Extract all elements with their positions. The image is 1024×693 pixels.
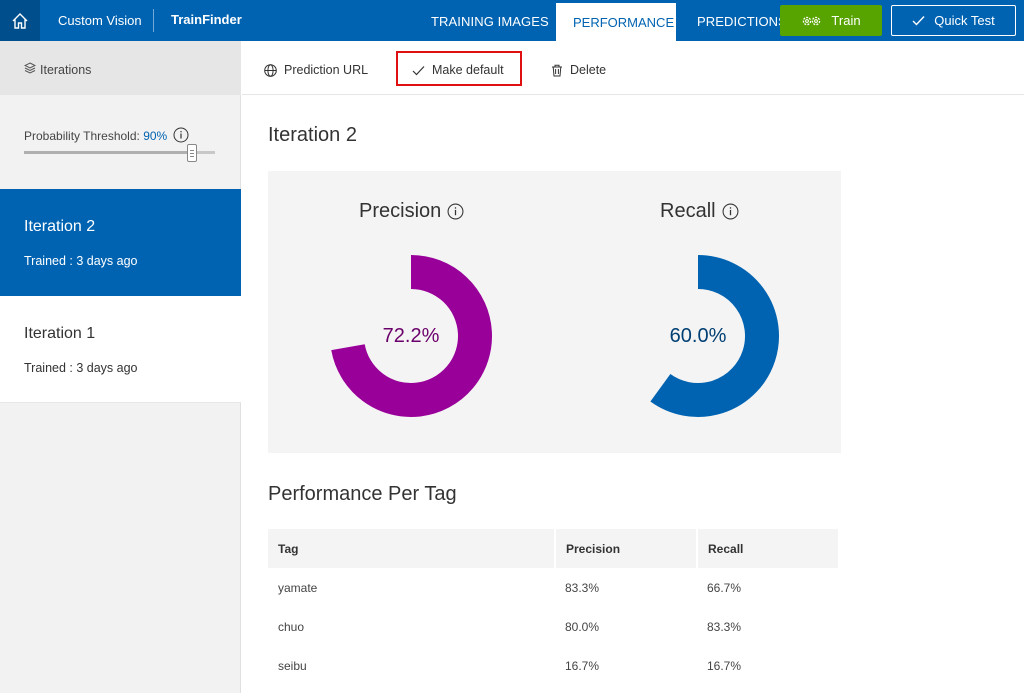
precision-info-icon[interactable] <box>447 203 464 220</box>
gears-icon <box>803 16 821 25</box>
column-header-precision[interactable]: Precision <box>555 529 698 568</box>
precision-cell: 83.3% <box>565 580 600 595</box>
threshold-text: Probability Threshold: <box>24 129 140 143</box>
recall-donut-arc <box>650 255 779 417</box>
precision-value: 72.2% <box>382 325 440 347</box>
iteration-item-1[interactable]: Iteration 1 Trained : 3 days ago <box>0 296 241 403</box>
tag-cell: chuo <box>278 619 305 634</box>
recall-value: 60.0% <box>669 325 727 347</box>
make-default-label: Make default <box>432 63 504 77</box>
recall-cell: 83.3% <box>707 619 742 634</box>
iteration-item-2[interactable]: Iteration 2 Trained : 3 days ago <box>0 189 241 296</box>
globe-icon <box>264 63 277 77</box>
precision-cell: 80.0% <box>565 619 600 634</box>
recall-title: Recall <box>660 200 739 223</box>
threshold-slider-track[interactable] <box>24 151 215 154</box>
title-separator <box>153 9 154 32</box>
iteration-title: Iteration 1 <box>24 325 96 342</box>
home-icon <box>12 12 28 29</box>
precision-cell: 16.7% <box>565 658 600 673</box>
tab-training-images[interactable]: TRAINING IMAGES <box>431 14 549 29</box>
precision-label: Precision <box>359 200 442 222</box>
tab-predictions[interactable]: PREDICTIONS <box>697 14 787 29</box>
performance-per-tag-heading: Performance Per Tag <box>268 483 457 505</box>
delete-label: Delete <box>570 63 607 77</box>
threshold-info-icon[interactable] <box>173 127 189 143</box>
tab-performance[interactable]: PERFORMANCE <box>556 3 676 41</box>
iterations-header-label: Iterations <box>40 63 92 77</box>
train-button[interactable]: Train <box>780 5 882 36</box>
table-header-row: Tag Precision Recall <box>268 529 840 568</box>
quick-test-label: Quick Test <box>934 13 995 28</box>
precision-title: Precision <box>359 200 464 223</box>
iterations-header: Iterations <box>0 41 241 95</box>
column-header-recall[interactable]: Recall <box>697 529 840 568</box>
delete-button[interactable]: Delete <box>551 63 606 77</box>
home-button[interactable] <box>0 0 40 41</box>
top-navigation-bar: Custom Vision TrainFinder TRAINING IMAGE… <box>0 0 1024 41</box>
train-button-label: Train <box>831 13 861 28</box>
threshold-slider-thumb[interactable] <box>186 144 197 162</box>
threshold-value: 90% <box>143 129 168 143</box>
recall-label: Recall <box>660 200 716 222</box>
prediction-url-label: Prediction URL <box>284 63 369 77</box>
checkmark-icon <box>912 16 925 26</box>
recall-cell: 16.7% <box>707 658 742 673</box>
make-default-highlight <box>396 51 522 86</box>
project-name[interactable]: TrainFinder <box>171 12 242 27</box>
iteration-toolbar: Prediction URL Make default Delete <box>242 41 1024 95</box>
quick-test-button[interactable]: Quick Test <box>891 5 1016 36</box>
threshold-slider-fill <box>24 151 187 154</box>
recall-info-icon[interactable] <box>722 203 739 220</box>
donut-charts <box>331 255 779 417</box>
tag-cell: yamate <box>278 580 318 595</box>
tag-cell: seibu <box>278 658 307 673</box>
checkmark-icon <box>412 65 425 75</box>
trash-icon <box>552 64 562 76</box>
iteration-trained-time: Trained : 3 days ago <box>24 254 138 268</box>
metrics-panel: Precision Recall 72.2% 60.0% <box>268 171 841 453</box>
table-row: seibu 16.7% 16.7% <box>268 646 839 685</box>
prediction-url-button[interactable]: Prediction URL <box>264 63 368 77</box>
column-header-tag[interactable]: Tag <box>268 529 556 568</box>
iteration-heading: Iteration 2 <box>268 124 357 146</box>
iteration-title: Iteration 2 <box>24 218 96 235</box>
layers-icon <box>24 62 36 74</box>
iterations-sidebar: Iterations Probability Threshold: 90% It… <box>0 41 241 693</box>
probability-threshold-label: Probability Threshold: 90% <box>24 129 167 143</box>
iteration-trained-time: Trained : 3 days ago <box>24 361 138 375</box>
make-default-button[interactable]: Make default <box>412 63 504 77</box>
performance-per-tag-table: Tag Precision Recall yamate 83.3% 66.7% … <box>268 529 840 685</box>
precision-donut-arc <box>331 255 492 417</box>
tab-performance-label: PERFORMANCE <box>573 15 675 30</box>
app-name-link[interactable]: Custom Vision <box>58 13 142 28</box>
table-row: yamate 83.3% 66.7% <box>268 568 839 607</box>
recall-cell: 66.7% <box>707 580 742 595</box>
table-row: chuo 80.0% 83.3% <box>268 607 839 646</box>
